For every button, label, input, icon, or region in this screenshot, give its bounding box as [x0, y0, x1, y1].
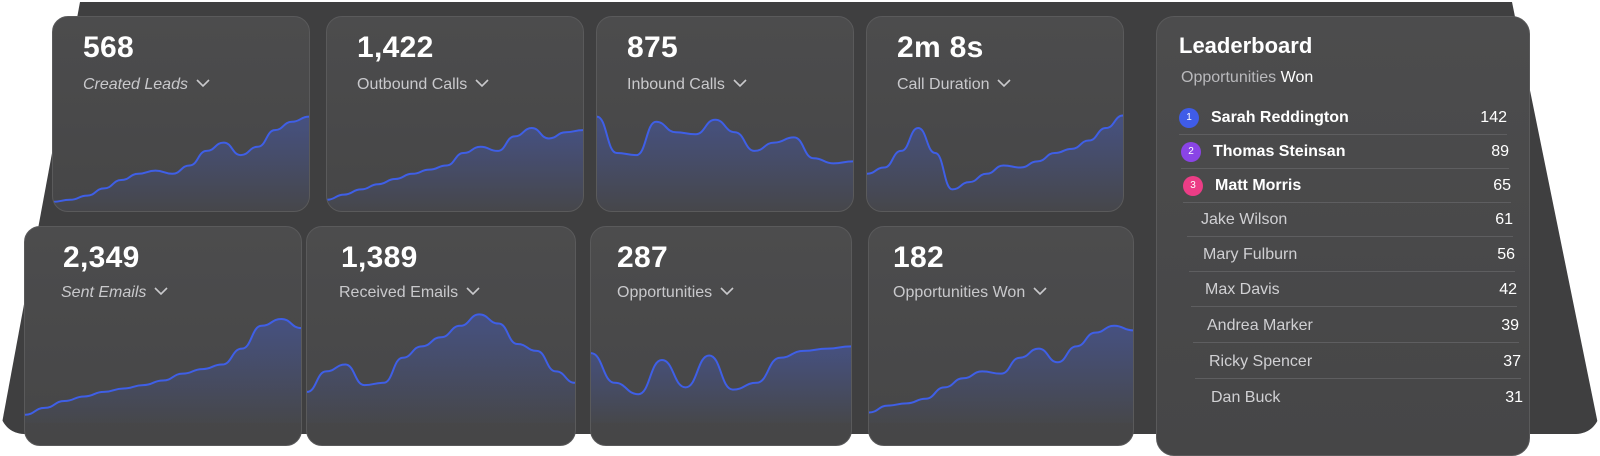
sparkline-chart	[869, 324, 1133, 423]
leaderboard-subtitle[interactable]: Opportunities Won	[1181, 69, 1313, 87]
leader-score: 65	[1493, 176, 1511, 194]
metric-dropdown[interactable]: Opportunities	[617, 283, 734, 302]
metric-value: 1,389	[341, 241, 418, 274]
metric-label: Outbound Calls	[357, 76, 468, 93]
metric-value: 2m 8s	[897, 31, 984, 64]
sparkline-chart	[597, 115, 853, 211]
leader-score: 56	[1497, 245, 1515, 263]
metric-label: Sent Emails	[61, 284, 147, 301]
metric-value: 875	[627, 31, 678, 64]
leader-score: 89	[1491, 142, 1509, 160]
sparkline-chart	[307, 313, 575, 423]
metric-label: Opportunities	[617, 284, 713, 301]
rank-badge: 3	[1183, 175, 1203, 196]
chevron-down-icon[interactable]	[196, 75, 210, 93]
chevron-down-icon[interactable]	[154, 283, 168, 301]
sparkline-line	[25, 317, 301, 416]
metric-label: Received Emails	[339, 284, 459, 301]
chevron-down-icon[interactable]	[1033, 283, 1047, 301]
leader-name: Jake Wilson	[1201, 210, 1288, 228]
sparkline-area	[53, 116, 309, 211]
leaderboard-row[interactable]: Ricky Spencer 37	[1195, 345, 1521, 379]
metric-card-opportunities[interactable]: 287 Opportunities	[590, 226, 852, 446]
leader-name: Dan Buck	[1211, 389, 1281, 406]
leaderboard-row[interactable]: Mary Fulburn 56	[1189, 238, 1515, 272]
sparkline-line	[327, 127, 583, 201]
metric-value: 182	[893, 241, 944, 274]
sparkline-chart	[53, 115, 309, 211]
sparkline-line	[591, 345, 851, 396]
leaderboard-row[interactable]: 2 Thomas Steinsan 89	[1181, 135, 1509, 169]
sparkline-area	[867, 115, 1123, 211]
leaderboard-row[interactable]: Andrea Marker 39	[1193, 309, 1519, 343]
metric-card-created-leads[interactable]: 568 Created Leads	[52, 16, 310, 212]
sparkline-area	[597, 116, 853, 211]
sparkline-chart	[25, 317, 301, 423]
sparkline-chart	[327, 127, 583, 211]
metric-card-received-emails[interactable]: 1,389 Received Emails	[306, 226, 576, 446]
sparkline-area	[327, 128, 583, 211]
metric-card-sent-emails[interactable]: 2,349 Sent Emails	[24, 226, 302, 446]
leader-score: 39	[1501, 316, 1519, 334]
leader-name: Mary Fulburn	[1203, 245, 1298, 263]
sparkline-chart	[867, 114, 1123, 211]
leader-score: 37	[1503, 352, 1521, 370]
leaderboard-row[interactable]: 3 Matt Morris 65	[1183, 169, 1511, 203]
metric-card-opportunities-won[interactable]: 182 Opportunities Won	[868, 226, 1134, 446]
sparkline-line	[307, 313, 575, 393]
leaderboard-card: Leaderboard Opportunities Won 1 Sarah Re…	[1156, 16, 1530, 456]
metric-label: Call Duration	[897, 76, 990, 93]
leaderboard-metric: Opportunities	[1181, 69, 1277, 86]
chevron-down-icon[interactable]	[720, 283, 734, 301]
metric-card-outbound-calls[interactable]: 1,422 Outbound Calls	[326, 16, 584, 212]
metric-dropdown[interactable]: Received Emails	[339, 283, 480, 302]
leader-name: Sarah Reddington	[1211, 108, 1349, 126]
sparkline-line	[597, 115, 853, 165]
leader-name: Matt Morris	[1215, 176, 1302, 194]
sparkline-area	[307, 314, 575, 423]
leaderboard-filter[interactable]: Won	[1280, 69, 1314, 86]
chevron-down-icon[interactable]	[475, 75, 489, 93]
metric-dropdown[interactable]: Outbound Calls	[357, 75, 489, 94]
chevron-down-icon[interactable]	[466, 283, 480, 301]
leaderboard-title: Leaderboard	[1179, 33, 1313, 58]
leader-score: 31	[1505, 389, 1523, 406]
metric-dropdown[interactable]: Sent Emails	[61, 283, 168, 302]
metric-dropdown[interactable]: Inbound Calls	[627, 75, 747, 94]
sparkline-area	[591, 346, 851, 423]
rank-badge: 2	[1181, 141, 1201, 162]
sparkline-area	[25, 318, 301, 423]
leaderboard-row[interactable]: Max Davis 42	[1191, 273, 1517, 307]
sparkline-line	[869, 324, 1133, 414]
sparkline-line	[53, 115, 309, 203]
metric-dropdown[interactable]: Created Leads	[83, 75, 210, 94]
metric-value: 287	[617, 241, 668, 274]
metric-value: 2,349	[63, 241, 140, 274]
leader-name: Max Davis	[1205, 280, 1280, 298]
leader-score: 42	[1499, 280, 1517, 298]
sparkline-line	[867, 114, 1123, 191]
metric-card-inbound-calls[interactable]: 875 Inbound Calls	[596, 16, 854, 212]
leader-name: Andrea Marker	[1207, 316, 1313, 334]
chevron-down-icon[interactable]	[733, 75, 747, 93]
metric-value: 568	[83, 31, 134, 64]
metric-label: Opportunities Won	[893, 284, 1026, 301]
leaderboard-row[interactable]: 1 Sarah Reddington 142	[1179, 101, 1507, 135]
leader-score: 142	[1480, 108, 1507, 126]
metric-label: Inbound Calls	[627, 76, 725, 93]
metric-card-call-duration[interactable]: 2m 8s Call Duration	[866, 16, 1124, 212]
metric-value: 1,422	[357, 31, 434, 64]
sparkline-chart	[591, 345, 851, 423]
leaderboard-row[interactable]: Dan Buck 31	[1197, 381, 1523, 415]
leaderboard-row[interactable]: Jake Wilson 61	[1187, 203, 1513, 237]
leader-name: Ricky Spencer	[1209, 352, 1313, 370]
metric-dropdown[interactable]: Call Duration	[897, 75, 1012, 94]
metric-label: Created Leads	[83, 76, 188, 93]
chevron-down-icon[interactable]	[997, 75, 1012, 93]
rank-badge: 1	[1179, 107, 1199, 128]
metric-dropdown[interactable]: Opportunities Won	[893, 283, 1047, 302]
leader-name: Thomas Steinsan	[1213, 142, 1346, 160]
leader-score: 61	[1495, 210, 1513, 228]
